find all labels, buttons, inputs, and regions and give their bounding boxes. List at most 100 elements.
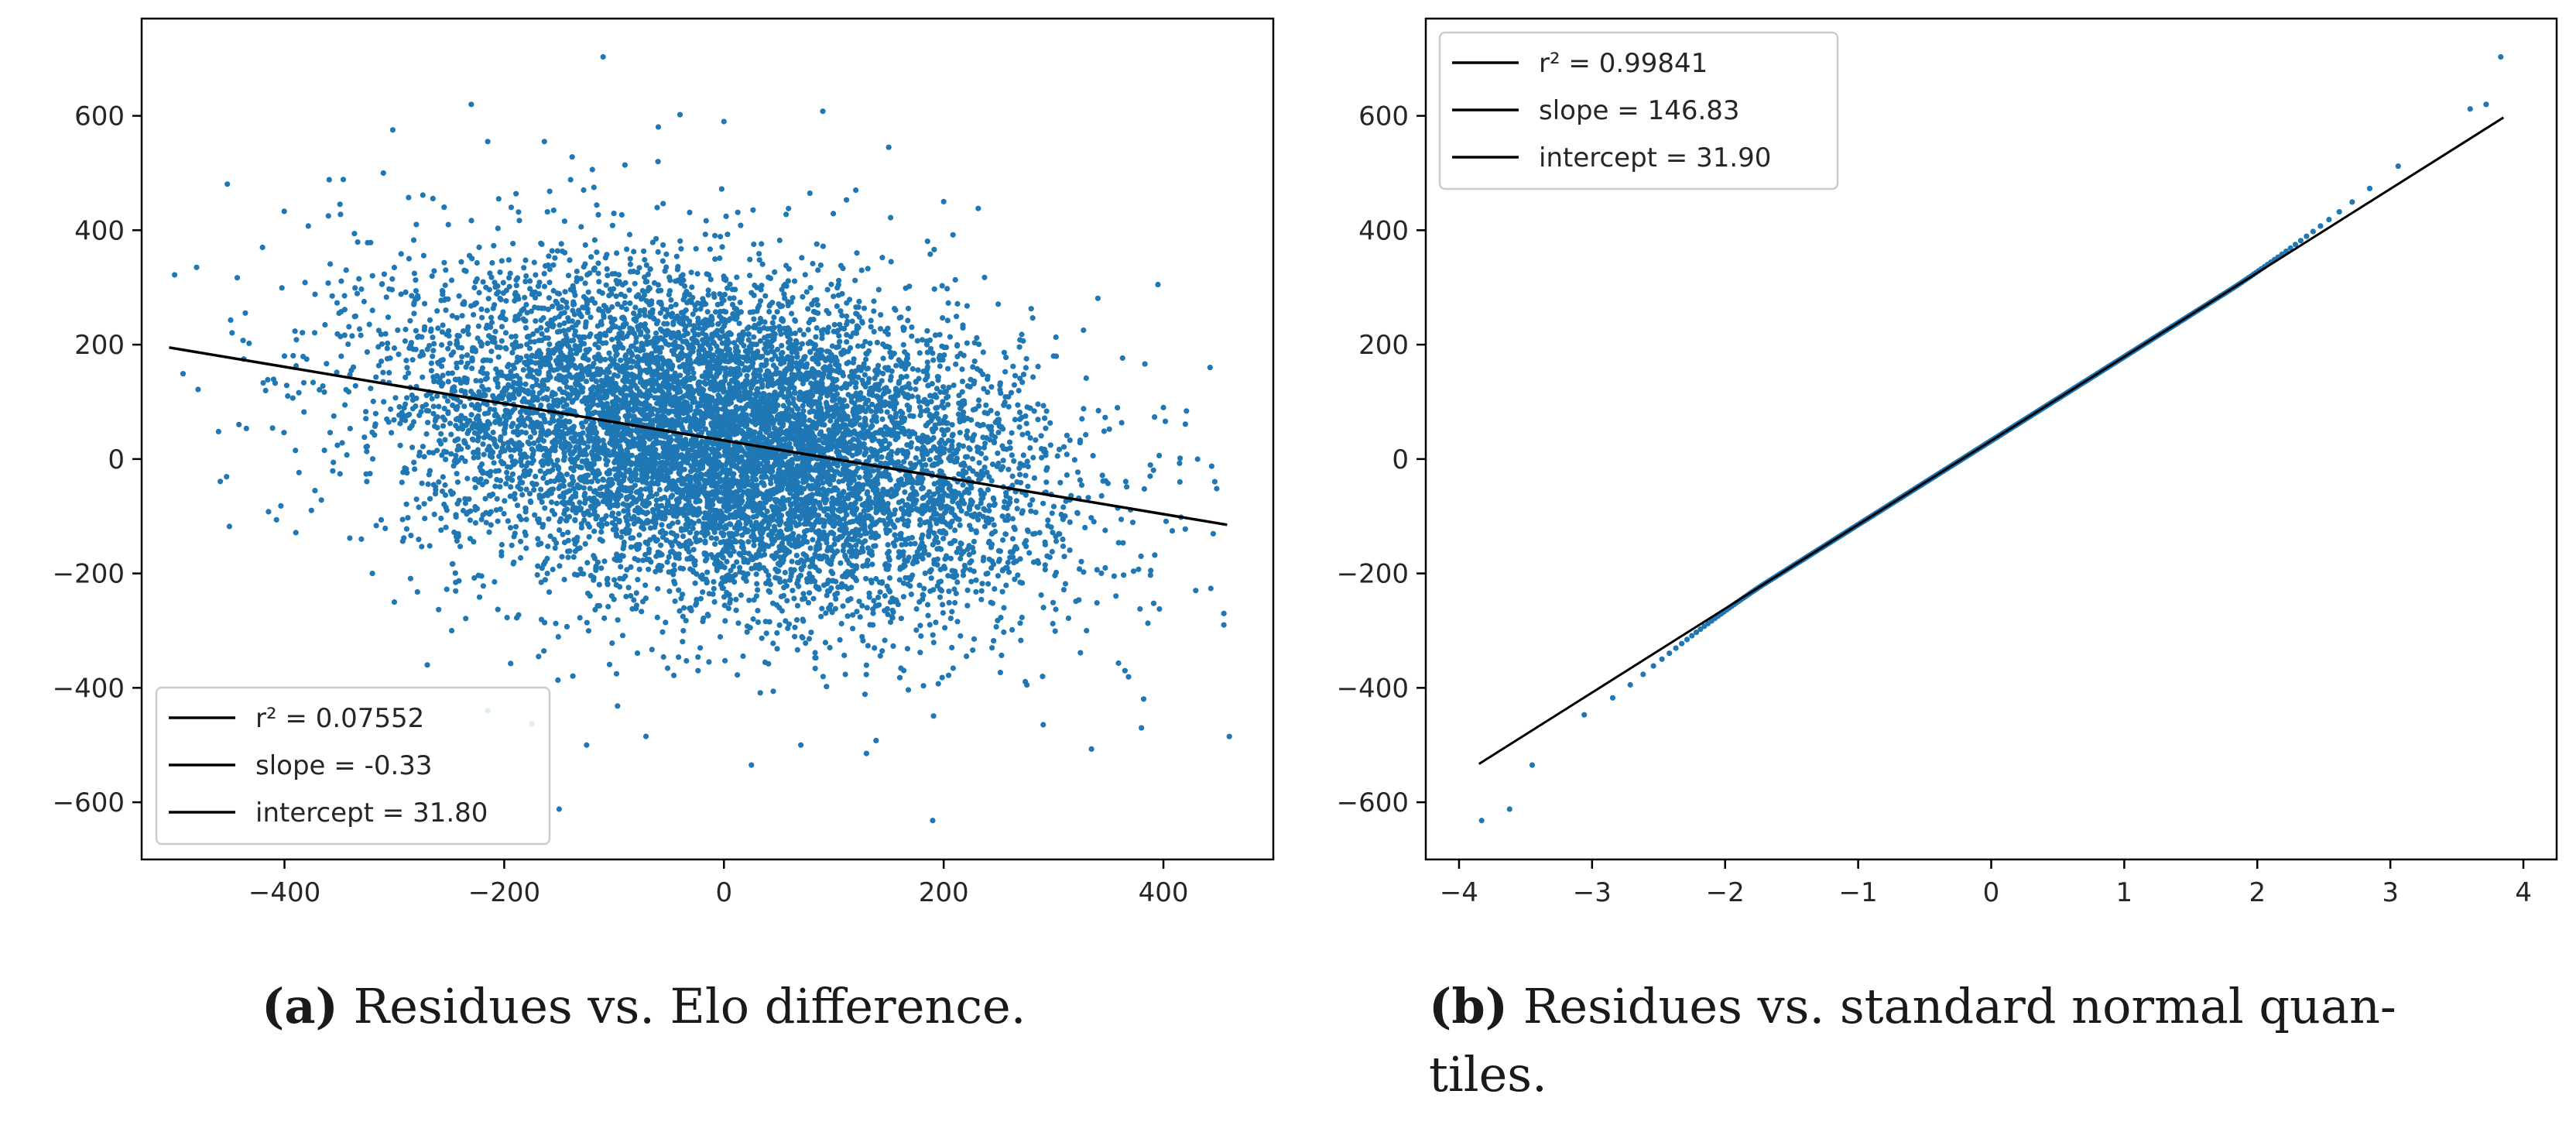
panel-a-point bbox=[439, 341, 445, 348]
panel-a-point bbox=[343, 267, 349, 273]
panel-a-point bbox=[968, 376, 974, 382]
panel-a-point bbox=[872, 543, 879, 549]
panel-a-point bbox=[1077, 477, 1083, 483]
panel-a-point bbox=[727, 600, 733, 606]
panel-a-point bbox=[503, 481, 509, 487]
panel-a-point bbox=[329, 293, 335, 299]
panel-a-point bbox=[995, 430, 1002, 436]
panel-a-point bbox=[372, 410, 379, 417]
panel-a-point bbox=[850, 626, 856, 632]
panel-a-point bbox=[759, 241, 765, 247]
panel-a-point bbox=[538, 616, 545, 623]
panel-a-point bbox=[463, 364, 469, 370]
panel-a-point bbox=[438, 431, 444, 437]
panel-a-point bbox=[757, 315, 764, 322]
panel-a-point bbox=[757, 690, 763, 696]
panel-a-point bbox=[419, 480, 425, 486]
panel-a-point bbox=[902, 489, 908, 496]
panel-a-point bbox=[937, 594, 944, 600]
panel-a-point bbox=[561, 320, 567, 327]
panel-a-point bbox=[939, 674, 945, 681]
panel-a-point bbox=[921, 585, 927, 592]
panel-a-point bbox=[1083, 431, 1089, 438]
panel-a-point bbox=[722, 657, 728, 664]
panel-a-point bbox=[854, 250, 860, 256]
panel-a-point bbox=[885, 325, 891, 331]
panel-a-point bbox=[476, 244, 482, 250]
panel-a-point bbox=[831, 293, 837, 300]
panel-a-point bbox=[628, 544, 634, 551]
panel-a-point bbox=[475, 323, 482, 329]
panel-a-point bbox=[971, 538, 977, 545]
panel-a-point bbox=[831, 321, 838, 328]
panel-a-point bbox=[430, 348, 437, 354]
panel-a-point bbox=[863, 671, 869, 677]
panel-a-point bbox=[709, 334, 715, 340]
panel-a-point bbox=[414, 588, 420, 595]
panel-a-point bbox=[1019, 431, 1026, 437]
panel-a-point bbox=[1098, 492, 1105, 499]
panel-a-point bbox=[553, 620, 559, 626]
panel-a-point bbox=[516, 612, 522, 618]
panel-a-point bbox=[596, 279, 602, 285]
panel-a-point bbox=[464, 511, 470, 517]
panel-a-point bbox=[611, 577, 618, 583]
panel-a-point bbox=[585, 628, 592, 634]
panel-a-point bbox=[456, 293, 462, 299]
panel-a-point bbox=[301, 409, 307, 415]
panel-a-point bbox=[815, 267, 821, 273]
panel-a-point bbox=[979, 581, 985, 587]
panel-a-point bbox=[747, 273, 753, 279]
panel-a-point bbox=[488, 522, 495, 528]
panel-a-point bbox=[1002, 531, 1009, 537]
panel-a-point bbox=[666, 554, 672, 561]
panel-a-point bbox=[413, 395, 420, 401]
panel-a-point bbox=[331, 459, 337, 465]
panel-a-point bbox=[430, 334, 436, 341]
panel-a-point bbox=[880, 370, 886, 376]
panel-a-point bbox=[554, 329, 561, 335]
panel-a-point bbox=[429, 396, 435, 402]
panel-a-point bbox=[369, 273, 375, 279]
panel-a-point bbox=[1193, 588, 1199, 594]
panel-a-point bbox=[469, 365, 475, 372]
panel-a-point bbox=[928, 567, 934, 573]
panel-a-point bbox=[577, 499, 583, 506]
panel-a-point bbox=[413, 346, 419, 352]
panel-a-point bbox=[334, 369, 340, 376]
panel-a-point bbox=[975, 421, 981, 427]
panel-a-point bbox=[516, 218, 522, 224]
panel-a-point bbox=[1045, 517, 1051, 523]
panel-a-point bbox=[243, 425, 249, 432]
panel-a-point bbox=[920, 683, 927, 689]
panel-a-point bbox=[786, 205, 792, 211]
panel-a-point bbox=[658, 287, 664, 293]
panel-a-point bbox=[310, 379, 317, 386]
panel-a-point bbox=[1028, 306, 1034, 312]
panel-a-point bbox=[472, 485, 478, 491]
panel-a-point bbox=[677, 495, 683, 501]
panel-a-point bbox=[985, 486, 991, 493]
panel-a-point bbox=[471, 449, 477, 456]
panel-a-point bbox=[770, 640, 776, 647]
panel-a-point bbox=[618, 211, 625, 218]
panel-a-point bbox=[496, 453, 502, 459]
panel-a-point bbox=[1148, 568, 1154, 574]
panel-a-point bbox=[1016, 409, 1023, 416]
panel-a-point bbox=[321, 448, 327, 454]
panel-a-point bbox=[434, 308, 440, 314]
panel-a-point bbox=[1152, 414, 1158, 420]
panel-a-point bbox=[473, 378, 479, 384]
panel-a-point bbox=[591, 300, 598, 306]
panel-a-point bbox=[1115, 405, 1121, 411]
panel-a-point bbox=[980, 349, 986, 355]
panel-a-point bbox=[524, 341, 530, 348]
panel-a-point bbox=[916, 350, 923, 356]
panel-a-point bbox=[486, 529, 492, 535]
panel-a-point bbox=[637, 307, 643, 314]
panel-a-point bbox=[454, 479, 461, 485]
panel-a-point bbox=[762, 319, 768, 325]
panel-a-point bbox=[596, 581, 602, 588]
panel-a-point bbox=[890, 643, 896, 650]
panel-a-point bbox=[623, 593, 629, 600]
